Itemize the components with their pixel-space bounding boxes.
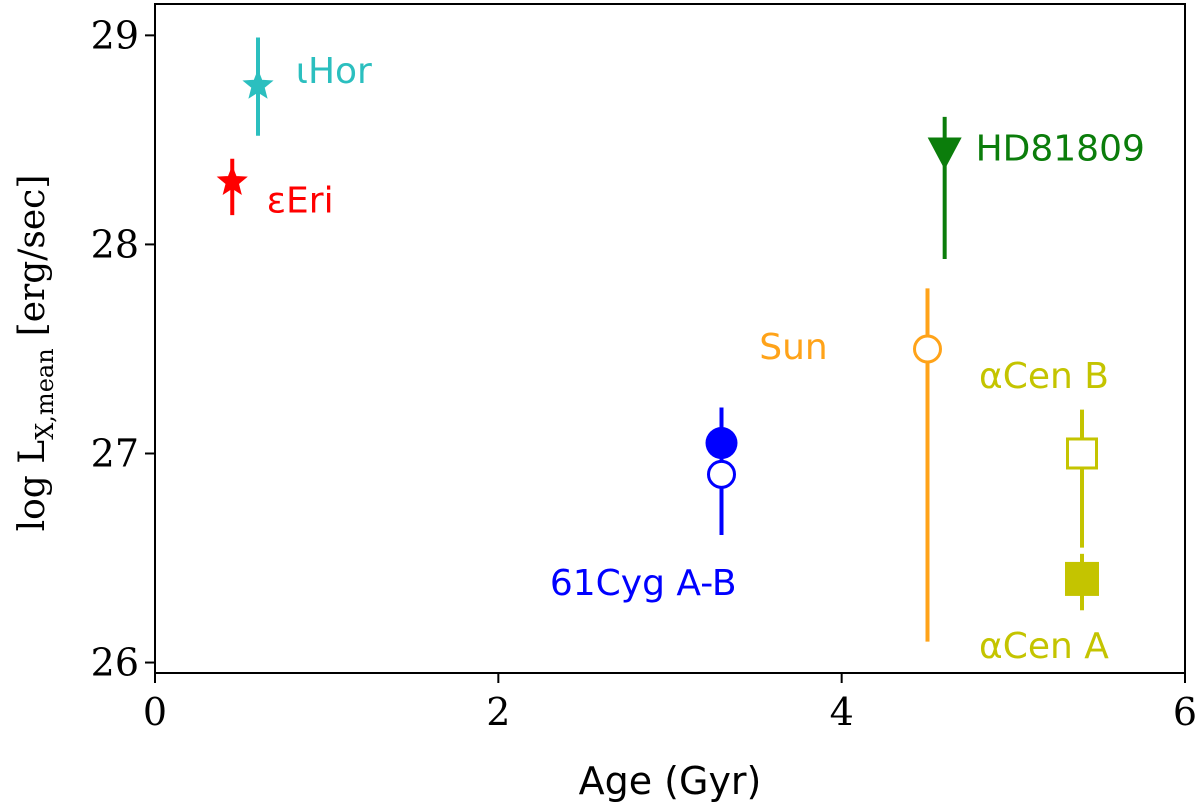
plot-frame — [154, 3, 1186, 674]
annotation-61cyg-a-b: 61Cyg A-B — [550, 563, 737, 604]
y-axis-label-unit: [erg/sec] — [12, 175, 53, 337]
y-axis-label-sub: X,mean — [31, 348, 59, 439]
y-tick-label-3: 29 — [91, 13, 139, 57]
annotation--cen-a: αCen A — [979, 626, 1109, 667]
x-axis-label: Age (Gyr) — [579, 759, 762, 803]
x-tick-label-1: 2 — [486, 690, 510, 734]
x-tick-label-3: 6 — [1173, 690, 1197, 734]
y-tick-label-2: 28 — [91, 222, 139, 266]
annotation-hd81809: HD81809 — [976, 128, 1145, 169]
point--hor — [242, 69, 274, 99]
point--cen-a — [1065, 561, 1099, 596]
annotation-sun: Sun — [759, 327, 827, 368]
y-tick-label-1: 27 — [91, 431, 139, 475]
point-sun — [913, 334, 942, 364]
point--cen-b — [1066, 437, 1098, 470]
point--eri — [216, 165, 248, 195]
y-axis-label: log LX,mean [erg/sec] — [12, 175, 59, 532]
point-61cyg-b — [707, 459, 736, 489]
chart-marks: ιHor εEri HD81809 Sun αCen B 61Cyg A-B αCen A — [216, 37, 1145, 667]
annotation--cen-b: αCen B — [979, 356, 1109, 397]
annotation--eri: εEri — [267, 181, 334, 222]
annotation--hor: ιHor — [296, 51, 372, 92]
y-axis-label-main: log L — [12, 440, 53, 532]
axis-ticks: 0 2 4 6 26 27 28 29 — [91, 13, 1197, 734]
x-tick-label-2: 4 — [830, 690, 854, 734]
x-tick-label-0: 0 — [143, 690, 167, 734]
y-tick-label-0: 26 — [91, 641, 139, 685]
point-hd81809 — [927, 137, 962, 170]
